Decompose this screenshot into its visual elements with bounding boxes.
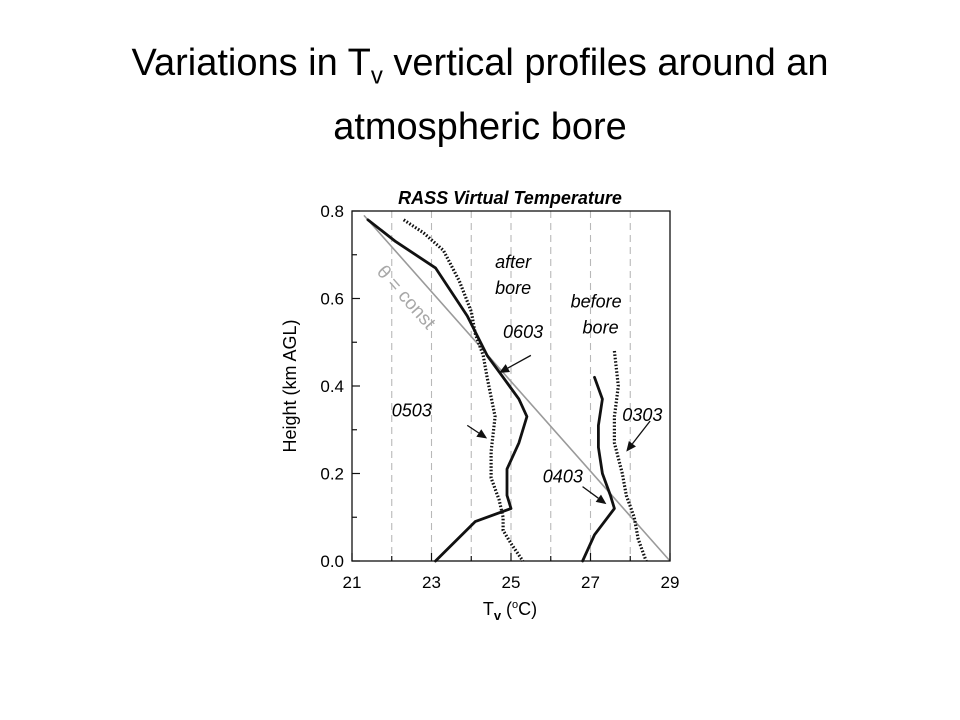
axis-ticks bbox=[351, 210, 671, 562]
y-tick-label: 0.8 bbox=[320, 202, 344, 221]
annotation-label: before bbox=[571, 291, 622, 311]
theta-const-label: θ = const bbox=[372, 262, 440, 335]
x-axis-title-main: T bbox=[483, 599, 494, 619]
plot-title: RASS Virtual Temperature bbox=[398, 188, 622, 208]
slide-title-line2: atmospheric bore bbox=[333, 105, 627, 148]
annotation-label: 0503 bbox=[392, 401, 432, 421]
x-tick-label: 23 bbox=[422, 573, 441, 592]
y-tick-label: 0.4 bbox=[320, 377, 344, 396]
slide-title: Variations in Tv vertical profiles aroun… bbox=[40, 38, 920, 152]
annotation-label: bore bbox=[495, 278, 531, 298]
y-axis-title: Height (km AGL) bbox=[280, 319, 300, 452]
series-line-0303 bbox=[612, 350, 648, 562]
arrow bbox=[631, 420, 651, 445]
arrows bbox=[466, 354, 651, 505]
arrow bbox=[507, 354, 532, 369]
series-line-0503 bbox=[402, 218, 525, 562]
arrow-head bbox=[626, 440, 636, 452]
annotation-label: 0403 bbox=[543, 466, 583, 486]
annotations: after bore before bore 0603 0503 0403 0303 bbox=[392, 252, 663, 486]
slide-title-text: Variations in T bbox=[131, 42, 371, 84]
x-axis-title-sub: v bbox=[494, 608, 502, 623]
series-layer bbox=[366, 218, 648, 563]
arrow bbox=[466, 424, 480, 434]
arrow-head bbox=[595, 494, 607, 505]
x-tick-label: 21 bbox=[343, 573, 362, 592]
y-tick-label: 0.6 bbox=[320, 290, 344, 309]
series-line-0403 bbox=[581, 375, 616, 563]
x-axis-title-close: C) bbox=[518, 599, 537, 619]
annotation-label: 0303 bbox=[622, 405, 662, 425]
x-tick-label: 27 bbox=[581, 573, 600, 592]
x-tick-label: 25 bbox=[502, 573, 521, 592]
arrow bbox=[582, 486, 599, 499]
x-axis-title-open: ( bbox=[501, 599, 512, 619]
slide-title-text-cont: vertical profiles around an bbox=[382, 42, 829, 84]
annotation-label: 0603 bbox=[503, 322, 543, 342]
theta-const-line bbox=[363, 214, 671, 562]
x-axis-title-degree: o bbox=[512, 599, 518, 611]
annotation-label: bore bbox=[583, 318, 619, 338]
x-tick-label: 29 bbox=[661, 573, 680, 592]
arrow-head bbox=[476, 429, 488, 439]
axis-labels: 21 23 25 27 29 0.0 0.2 0.4 0.6 0.8 bbox=[320, 202, 679, 592]
x-axis-title: Tv (oC) bbox=[483, 599, 537, 623]
y-tick-label: 0.0 bbox=[320, 552, 344, 571]
y-tick-label: 0.2 bbox=[320, 465, 344, 484]
annotation-label: after bbox=[495, 252, 532, 272]
slide-title-subscript: v bbox=[370, 62, 383, 90]
arrow-head bbox=[499, 364, 511, 373]
series-line-0603 bbox=[366, 218, 529, 563]
